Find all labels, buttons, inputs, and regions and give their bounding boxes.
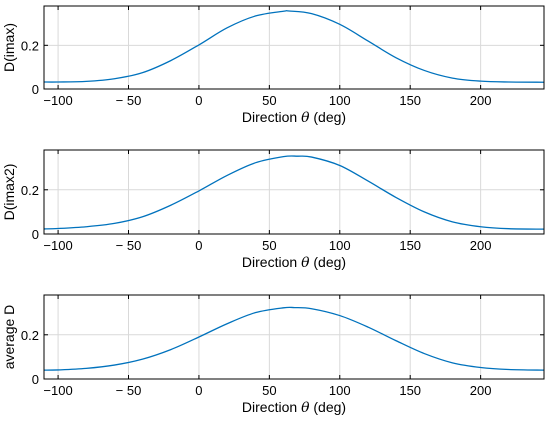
panel-1-axes-box [43, 5, 545, 90]
panel-3-xtick-label-2: 0 [195, 383, 202, 398]
panel-2-xtick-label-2: 0 [195, 238, 202, 253]
panel-1-xtick-label-1: − 50 [116, 93, 142, 108]
panel-1-xlabel: Direction θ (deg) [242, 109, 346, 126]
panel-3-xlabel: Direction θ (deg) [242, 399, 346, 416]
panel-1-series-line [44, 10, 544, 83]
panel-3-xtick-label-3: 50 [262, 383, 276, 398]
panel-1-xtick-label-6: 200 [470, 93, 492, 108]
panel-3-xtick-label-4: 100 [329, 383, 351, 398]
panel-3-ytick-label-1: 0.2 [21, 328, 39, 343]
panel-3-ylabel: average D [1, 305, 17, 370]
panel-2-xtick-label-3: 50 [262, 238, 276, 253]
panel-2-xtick-label-6: 200 [470, 238, 492, 253]
panel-2-xlabel: Direction θ (deg) [242, 254, 346, 271]
panel-3-xtick-label-0: −100 [43, 383, 72, 398]
panel-3-axes-box [43, 294, 545, 380]
panel-1-ytick-label-0: 0 [32, 82, 39, 97]
panel-3-xtick-label-6: 200 [470, 383, 492, 398]
panel-1-ylabel: D(imax) [1, 23, 17, 72]
panel-3-xtick-label-1: − 50 [116, 383, 142, 398]
panel-1-xtick-label-4: 100 [329, 93, 351, 108]
panel-3-series-line [44, 306, 544, 371]
panel-2-ylabel: D(imax2) [1, 164, 17, 221]
panel-2-xtick-label-4: 100 [329, 238, 351, 253]
panel-2-ytick-label-1: 0.2 [21, 183, 39, 198]
panel-3: −100 − 50 0 50 100 150 200 0 0.2 Direction θ (deg… [1, 294, 545, 416]
panel-1-xtick-label-0: −100 [43, 93, 72, 108]
panel-2-xtick-label-5: 150 [399, 238, 421, 253]
panel-2-xtick-label-1: − 50 [116, 238, 142, 253]
panel-2-xtick-label-0: −100 [43, 238, 72, 253]
panel-2: −100 − 50 0 50 100 150 200 0 0.2 Direction θ (deg… [1, 149, 545, 271]
panel-1-ytick-label-1: 0.2 [21, 38, 39, 53]
panel-3-xtick-label-5: 150 [399, 383, 421, 398]
panel-2-series-line [44, 155, 544, 230]
panel-2-ytick-label-0: 0 [32, 227, 39, 242]
panel-2-axes-box [43, 149, 545, 235]
panel-1-xtick-label-2: 0 [195, 93, 202, 108]
panel-1-xtick-label-5: 150 [399, 93, 421, 108]
panel-1: −100 − 50 0 50 100 150 200 0 0.2 Direction θ (deg… [1, 5, 545, 126]
panel-1-xtick-label-3: 50 [262, 93, 276, 108]
panel-3-ytick-label-0: 0 [32, 372, 39, 387]
